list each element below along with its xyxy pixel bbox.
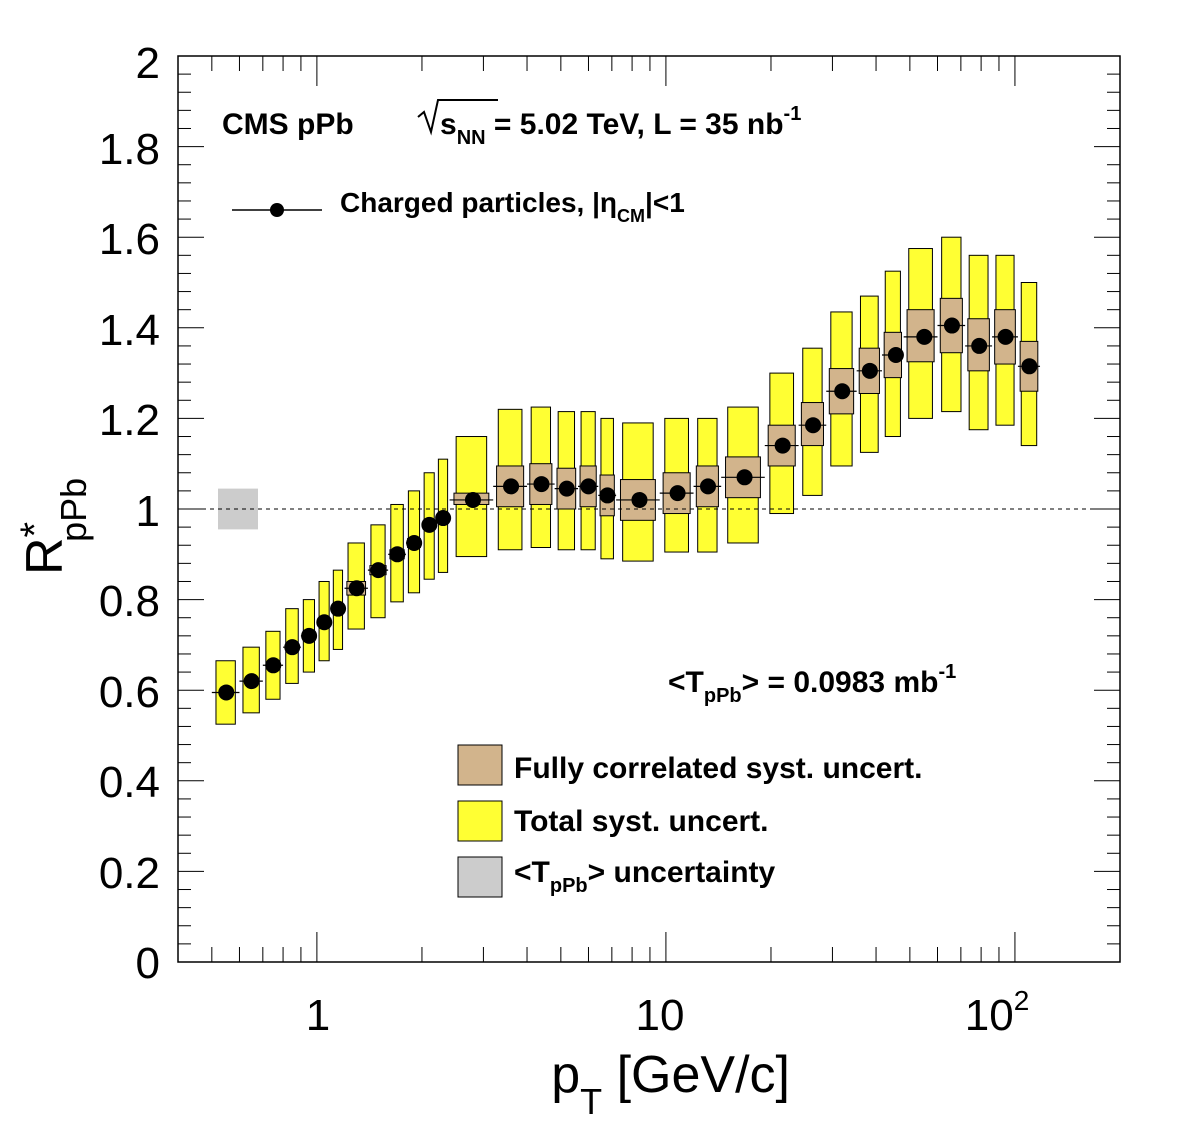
- data-point-13: [464, 491, 481, 508]
- data-point-4: [301, 627, 318, 644]
- sqrt-symbol: [417, 99, 498, 136]
- legend-correlated-label: Fully correlated syst. uncert.: [514, 752, 922, 785]
- data-point-24: [805, 417, 822, 434]
- y-tick-label-1.8: 1.8: [99, 125, 160, 174]
- data-point-3: [284, 639, 301, 656]
- x-tick-label-100: 102: [965, 985, 1030, 1040]
- y-tick-label-1: 1: [136, 487, 160, 536]
- data-point-12: [435, 510, 452, 527]
- legend-total-entry: Total syst. uncert.: [457, 800, 769, 842]
- x-tick-label-1: 1: [306, 991, 330, 1040]
- data-point-25: [834, 383, 851, 400]
- data-point-28: [916, 328, 933, 345]
- data-point-19: [631, 491, 648, 508]
- y-tick-label-0: 0: [136, 939, 160, 988]
- y-axis-title: R*pPb: [13, 478, 94, 575]
- data-points: [211, 317, 1041, 701]
- legend-series-label: Charged particles, |ηCM|<1: [340, 187, 685, 226]
- taa-label: <TpPb> = 0.0983 mb-1: [668, 661, 956, 707]
- data-point-31: [997, 328, 1014, 345]
- y-tick-label-1.2: 1.2: [99, 396, 160, 445]
- data-point-15: [533, 476, 550, 493]
- legend-correlated-swatch: [457, 744, 503, 786]
- data-point-27: [887, 346, 904, 363]
- data-point-2: [265, 657, 282, 674]
- data-point-23: [774, 437, 791, 454]
- data-point-9: [389, 546, 406, 563]
- y-tick-label-0.6: 0.6: [99, 668, 160, 717]
- data-point-7: [348, 580, 365, 597]
- data-point-10: [406, 534, 423, 551]
- data-point-32: [1021, 358, 1038, 375]
- x-tick-label-10: 10: [636, 991, 685, 1040]
- data-point-1: [243, 673, 260, 690]
- x-tick-labels: 1 10 102: [306, 985, 1030, 1040]
- data-point-22: [736, 469, 753, 486]
- legend-correlated-entry: Fully correlated syst. uncert.: [457, 744, 922, 786]
- legend-taa-label: <TpPb> uncertainty: [514, 856, 776, 897]
- data-point-30: [971, 337, 988, 354]
- data-point-20: [669, 485, 686, 502]
- legend-taa-entry: <TpPb> uncertainty: [457, 856, 776, 898]
- data-point-29: [943, 317, 960, 334]
- experiment-label: CMS pPb: [222, 108, 354, 141]
- data-point-17: [580, 478, 597, 495]
- y-tick-label-1.4: 1.4: [99, 306, 160, 355]
- legend-total-swatch: [457, 800, 503, 842]
- data-point-8: [370, 562, 387, 579]
- energy-label: sNN = 5.02 TeV, L = 35 nb-1: [440, 103, 801, 149]
- data-point-16: [558, 480, 575, 497]
- data-point-21: [699, 478, 716, 495]
- legend-taa-swatch: [457, 856, 503, 898]
- y-tick-label-1.6: 1.6: [99, 215, 160, 264]
- legend-series-entry: Charged particles, |ηCM|<1: [232, 187, 685, 226]
- data-point-18: [599, 487, 616, 504]
- legend-total-label: Total syst. uncert.: [514, 805, 769, 838]
- y-tick-labels: 0 0.2 0.4 0.6 0.8 1 1.2 1.4 1.6 1.8 2: [99, 39, 160, 988]
- y-tick-label-0.4: 0.4: [99, 758, 160, 807]
- axis-ticks: [177, 55, 1121, 963]
- data-point-11: [421, 516, 438, 533]
- x-axis-title: pT [GeV/c]: [551, 1046, 790, 1122]
- data-point-14: [503, 478, 520, 495]
- legend-series-marker: [270, 203, 284, 217]
- y-tick-label-0.8: 0.8: [99, 577, 160, 626]
- data-point-26: [861, 362, 878, 379]
- data-point-5: [316, 614, 333, 631]
- data-point-6: [330, 600, 347, 617]
- y-tick-label-2: 2: [136, 39, 160, 88]
- data-point-0: [218, 684, 235, 701]
- y-tick-label-0.2: 0.2: [99, 849, 160, 898]
